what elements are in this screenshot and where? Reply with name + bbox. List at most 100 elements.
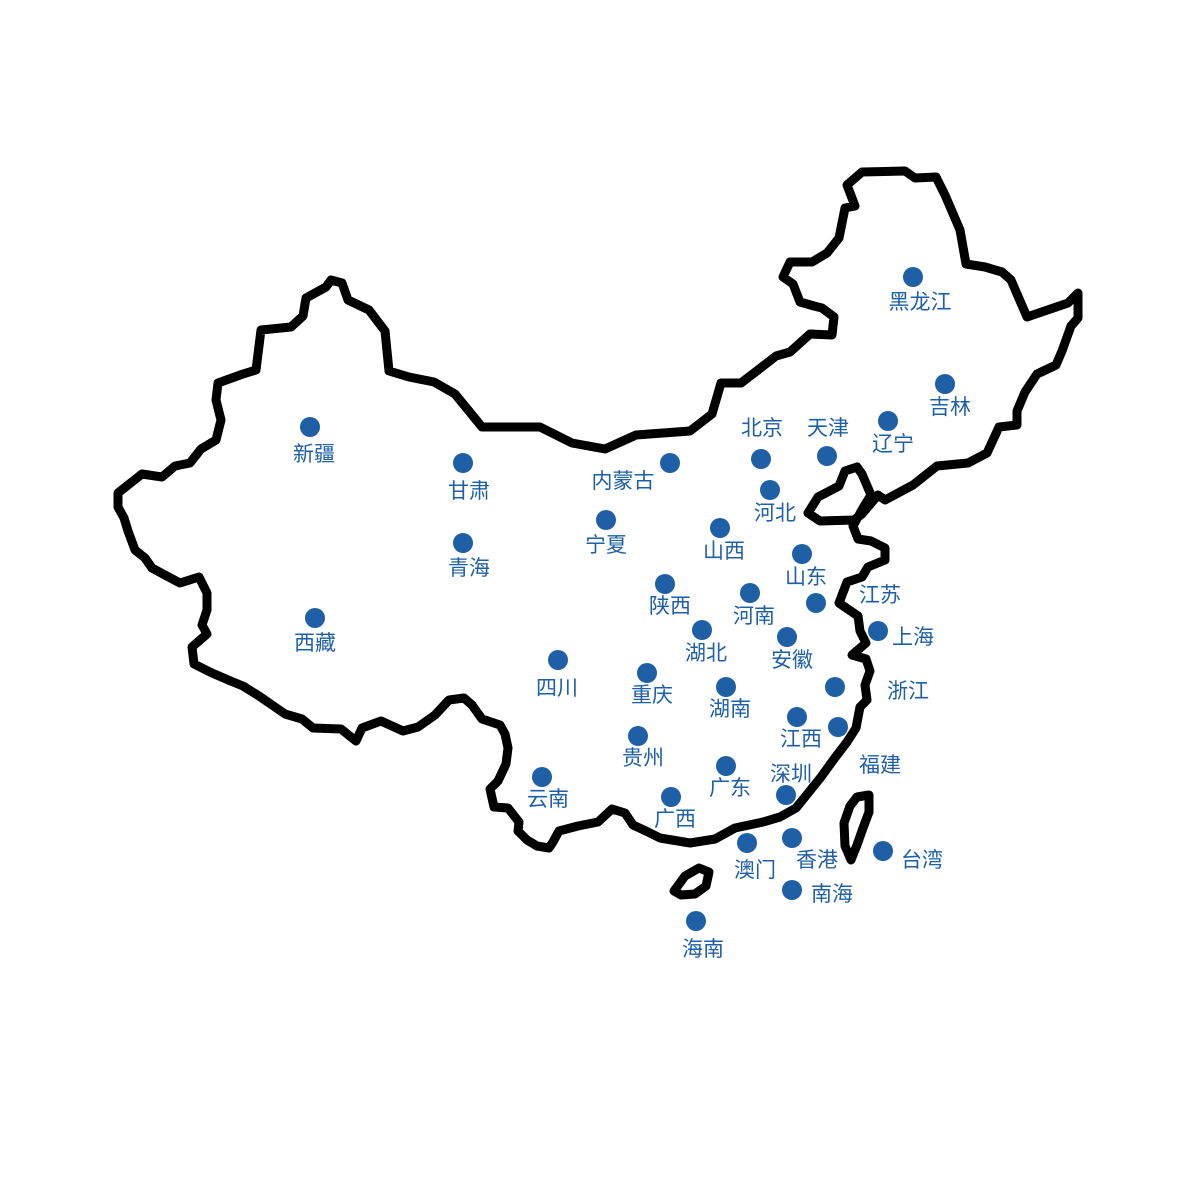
region-yunnan: 云南 xyxy=(527,767,569,811)
region-dot-taiwan xyxy=(873,841,893,861)
region-hainan: 海南 xyxy=(682,911,724,961)
region-label-shandong: 山东 xyxy=(785,565,827,589)
hainan-outline xyxy=(669,863,714,900)
region-label-jiangsu: 江苏 xyxy=(859,583,901,607)
region-tianjin: 天津 xyxy=(807,416,849,466)
region-dot-xianggang xyxy=(782,828,802,848)
region-sichuan: 四川 xyxy=(536,650,578,700)
region-label-neimenggu: 内蒙古 xyxy=(592,469,655,493)
region-label-xizang: 西藏 xyxy=(294,631,336,655)
region-dot-yunnan xyxy=(532,767,552,787)
region-label-guangxi: 广西 xyxy=(654,807,696,831)
region-dot-shandong xyxy=(792,544,812,564)
region-label-shanghai: 上海 xyxy=(892,625,934,649)
region-dot-hebei xyxy=(760,480,780,500)
region-guizhou: 贵州 xyxy=(622,726,664,770)
region-heilongjiang: 黑龙江 xyxy=(889,267,952,314)
region-label-shaanxi: 陕西 xyxy=(649,594,691,618)
region-henan: 河南 xyxy=(733,583,775,628)
region-label-xianggang: 香港 xyxy=(796,848,838,872)
region-label-shanxi: 山西 xyxy=(703,539,745,563)
region-label-chongqing: 重庆 xyxy=(631,683,673,707)
region-qinghai: 青海 xyxy=(448,533,490,580)
region-chongqing: 重庆 xyxy=(631,663,673,707)
region-dot-qinghai xyxy=(453,533,473,553)
region-label-yunnan: 云南 xyxy=(527,787,569,811)
region-dot-ningxia xyxy=(596,510,616,530)
region-xizang: 西藏 xyxy=(294,608,336,655)
region-dot-liaoning xyxy=(878,411,898,431)
region-dot-shanxi xyxy=(710,518,730,538)
region-dot-fujian xyxy=(828,717,848,737)
region-label-anhui: 安徽 xyxy=(771,648,813,672)
region-dot-shaanxi xyxy=(655,574,675,594)
region-label-guizhou: 贵州 xyxy=(622,746,664,770)
region-fujian: 福建 xyxy=(828,717,901,777)
region-dot-guizhou xyxy=(628,726,648,746)
region-taiwan: 台湾 xyxy=(873,841,943,872)
region-dot-tianjin xyxy=(817,446,837,466)
mainland-outline xyxy=(113,166,1083,853)
region-label-heilongjiang: 黑龙江 xyxy=(889,290,952,314)
region-aomen: 澳门 xyxy=(734,833,776,882)
region-dot-xinjiang xyxy=(300,417,320,437)
region-shanghai: 上海 xyxy=(868,621,934,649)
region-hebei: 河北 xyxy=(754,480,796,525)
region-dot-hubei xyxy=(692,620,712,640)
region-label-hebei: 河北 xyxy=(754,501,796,525)
region-liaoning: 辽宁 xyxy=(872,411,914,456)
region-dot-nanhai xyxy=(782,880,802,900)
region-label-aomen: 澳门 xyxy=(734,858,776,882)
region-hunan: 湖南 xyxy=(709,677,751,721)
region-label-hunan: 湖南 xyxy=(709,697,751,721)
region-dot-guangxi xyxy=(661,787,681,807)
region-label-hubei: 湖北 xyxy=(685,641,727,665)
taiwan-outline xyxy=(839,790,874,865)
region-dot-sichuan xyxy=(548,650,568,670)
region-nanhai: 南海 xyxy=(782,880,853,906)
region-jiangsu: 江苏 xyxy=(806,583,901,613)
region-dot-heilongjiang xyxy=(903,267,923,287)
region-dot-shenzhen xyxy=(776,785,796,805)
region-dot-xizang xyxy=(305,608,325,628)
region-label-xinjiang: 新疆 xyxy=(293,442,335,466)
region-dot-guangdong xyxy=(716,756,736,776)
region-dot-jiangsu xyxy=(806,593,826,613)
region-shaanxi: 陕西 xyxy=(649,574,691,618)
region-dot-chongqing xyxy=(637,663,657,683)
region-beijing: 北京 xyxy=(741,416,783,469)
region-label-jilin: 吉林 xyxy=(929,395,971,419)
region-dot-anhui xyxy=(777,627,797,647)
region-label-gansu: 甘肃 xyxy=(448,479,490,503)
region-anhui: 安徽 xyxy=(771,627,813,672)
region-label-henan: 河南 xyxy=(733,604,775,628)
region-label-shenzhen: 深圳 xyxy=(770,762,812,786)
region-dot-henan xyxy=(740,583,760,603)
region-shanxi: 山西 xyxy=(703,518,745,563)
region-dot-jilin xyxy=(935,374,955,394)
region-dot-jiangxi xyxy=(787,707,807,727)
region-label-guangdong: 广东 xyxy=(709,776,751,800)
region-label-sichuan: 四川 xyxy=(536,676,578,700)
region-label-zhejiang: 浙江 xyxy=(887,679,929,703)
region-dot-beijing xyxy=(751,449,771,469)
region-dot-hainan xyxy=(686,911,706,931)
region-label-jiangxi: 江西 xyxy=(780,727,822,751)
region-dot-shanghai xyxy=(868,621,888,641)
region-dot-aomen xyxy=(737,833,757,853)
region-ningxia: 宁夏 xyxy=(585,510,627,557)
region-neimenggu: 内蒙古 xyxy=(592,453,680,493)
map-outline-layer xyxy=(113,166,1083,900)
region-dot-zhejiang xyxy=(825,677,845,697)
region-gansu: 甘肃 xyxy=(448,453,490,503)
region-hubei: 湖北 xyxy=(685,620,727,665)
region-label-taiwan: 台湾 xyxy=(901,848,943,872)
region-label-nanhai: 南海 xyxy=(811,882,853,906)
region-xinjiang: 新疆 xyxy=(293,417,335,466)
region-shenzhen: 深圳 xyxy=(770,762,812,805)
region-label-liaoning: 辽宁 xyxy=(872,432,914,456)
region-guangdong: 广东 xyxy=(709,756,751,800)
